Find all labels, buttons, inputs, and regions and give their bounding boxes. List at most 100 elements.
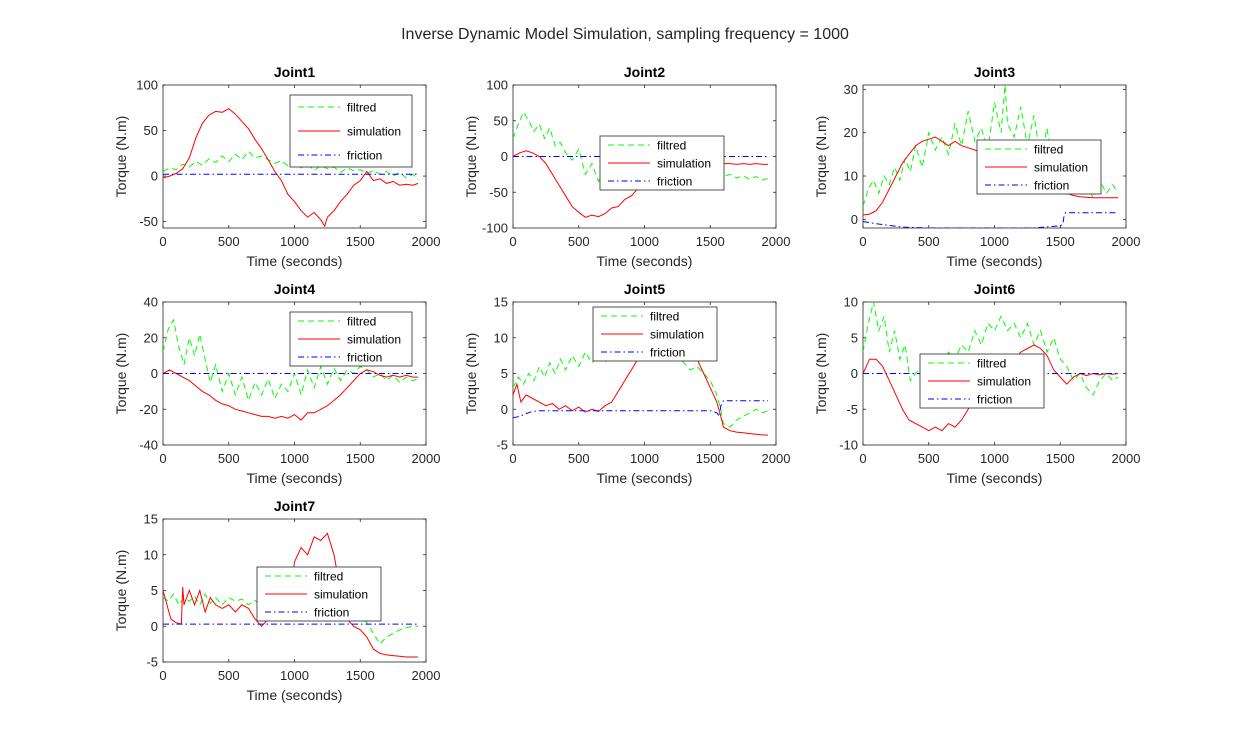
- legend-label: friction: [977, 393, 1012, 407]
- x-axis-label: Time (seconds): [247, 253, 343, 269]
- y-tick-label: -5: [146, 655, 158, 670]
- x-tick-label: 1500: [1046, 451, 1075, 466]
- y-tick-label: 0: [151, 366, 158, 381]
- x-tick-label: 2000: [412, 451, 441, 466]
- chart-title: Joint5: [624, 281, 665, 297]
- x-tick-label: 1500: [1046, 234, 1075, 249]
- y-axis-label: Torque (N.m): [463, 116, 479, 198]
- y-tick-label: -10: [839, 438, 858, 453]
- x-tick-label: 500: [218, 668, 240, 683]
- x-tick-label: 1000: [630, 451, 659, 466]
- series-line-simulation: [163, 369, 419, 421]
- legend: filtred simulation friction: [599, 135, 725, 191]
- y-tick-label: 30: [844, 82, 858, 97]
- legend-label: friction: [347, 351, 382, 365]
- legend-label: filtred: [657, 139, 686, 153]
- legend-label: filtred: [347, 315, 376, 329]
- x-axis-label: Time (seconds): [597, 470, 693, 486]
- x-tick-label: 500: [918, 451, 940, 466]
- series-line-filtred: [163, 318, 419, 402]
- legend-label: friction: [650, 346, 685, 360]
- y-tick-label: 15: [494, 295, 508, 310]
- y-axis-label: Torque (N.m): [113, 333, 129, 415]
- x-tick-label: 500: [568, 234, 590, 249]
- x-tick-label: 0: [859, 451, 866, 466]
- legend-label: friction: [314, 606, 349, 620]
- y-tick-label: 20: [844, 125, 858, 140]
- joint-chart-2: 0 500 1000 1500 2000 -100 -50 0 50 100 Joint2 Time …: [463, 64, 790, 269]
- y-tick-label: 100: [136, 78, 158, 93]
- x-tick-label: 2000: [412, 234, 441, 249]
- y-tick-label: 50: [144, 123, 158, 138]
- chart-title: Joint7: [274, 498, 315, 514]
- x-tick-label: 500: [218, 234, 240, 249]
- x-axis-label: Time (seconds): [247, 470, 343, 486]
- x-tick-label: 1500: [346, 234, 375, 249]
- y-tick-label: 100: [486, 78, 508, 93]
- joint-chart-3: 0 500 1000 1500 2000 0 10 20 30 Joint3 Time (secon…: [813, 64, 1140, 269]
- x-tick-label: 1000: [280, 234, 309, 249]
- legend-label: simulation: [650, 328, 704, 342]
- x-tick-label: 2000: [762, 451, 791, 466]
- figure-title: Inverse Dynamic Model Simulation, sampli…: [401, 26, 849, 43]
- x-axis-label: Time (seconds): [947, 470, 1043, 486]
- legend-label: filtred: [347, 101, 376, 115]
- legend-label: friction: [1034, 179, 1069, 193]
- x-axis-label: Time (seconds): [597, 253, 693, 269]
- y-tick-label: -100: [482, 221, 508, 236]
- y-axis-label: Torque (N.m): [813, 333, 829, 415]
- legend-label: filtred: [977, 357, 1006, 371]
- x-tick-label: 2000: [1112, 234, 1141, 249]
- x-tick-label: 0: [509, 234, 516, 249]
- legend-label: simulation: [347, 125, 401, 139]
- y-axis-label: Torque (N.m): [813, 116, 829, 198]
- y-tick-label: 0: [851, 366, 858, 381]
- chart-title: Joint6: [974, 281, 1015, 297]
- legend: filtred simulation friction: [289, 311, 413, 367]
- y-tick-label: 0: [151, 619, 158, 634]
- legend-label: filtred: [1034, 143, 1063, 157]
- series-line-filtred: [163, 150, 419, 181]
- y-tick-label: -50: [489, 185, 508, 200]
- x-tick-label: 2000: [412, 668, 441, 683]
- chart-title: Joint3: [974, 64, 1015, 80]
- y-tick-label: 50: [494, 113, 508, 128]
- y-tick-label: 5: [151, 583, 158, 598]
- series-line-friction: [513, 400, 769, 419]
- x-tick-label: 2000: [762, 234, 791, 249]
- x-tick-label: 1500: [346, 451, 375, 466]
- x-tick-label: 1000: [980, 234, 1009, 249]
- x-tick-label: 1500: [696, 234, 725, 249]
- x-tick-label: 1000: [630, 234, 659, 249]
- x-tick-label: 500: [568, 451, 590, 466]
- legend: filtred simulation friction: [592, 306, 718, 362]
- x-axis-label: Time (seconds): [247, 687, 343, 703]
- x-tick-label: 1000: [280, 451, 309, 466]
- legend-label: friction: [657, 175, 692, 189]
- series-line-simulation: [163, 108, 419, 228]
- legend-label: simulation: [314, 588, 368, 602]
- legend: filtred simulation friction: [919, 353, 1045, 409]
- chart-title: Joint1: [274, 64, 315, 80]
- x-tick-label: 0: [159, 451, 166, 466]
- legend: filtred simulation friction: [976, 139, 1102, 195]
- legend-label: simulation: [657, 157, 711, 171]
- y-axis-label: Torque (N.m): [113, 550, 129, 632]
- y-tick-label: 10: [844, 169, 858, 184]
- x-tick-label: 2000: [1112, 451, 1141, 466]
- x-tick-label: 0: [509, 451, 516, 466]
- y-tick-label: 15: [144, 512, 158, 527]
- x-tick-label: 500: [918, 234, 940, 249]
- legend-label: simulation: [977, 375, 1031, 389]
- x-tick-label: 1500: [346, 668, 375, 683]
- legend: filtred simulation friction: [256, 566, 382, 622]
- legend-label: simulation: [347, 333, 401, 347]
- chart-title: Joint4: [274, 281, 315, 297]
- x-tick-label: 0: [159, 234, 166, 249]
- y-tick-label: 0: [501, 402, 508, 417]
- legend-label: filtred: [650, 310, 679, 324]
- legend-label: filtred: [314, 570, 343, 584]
